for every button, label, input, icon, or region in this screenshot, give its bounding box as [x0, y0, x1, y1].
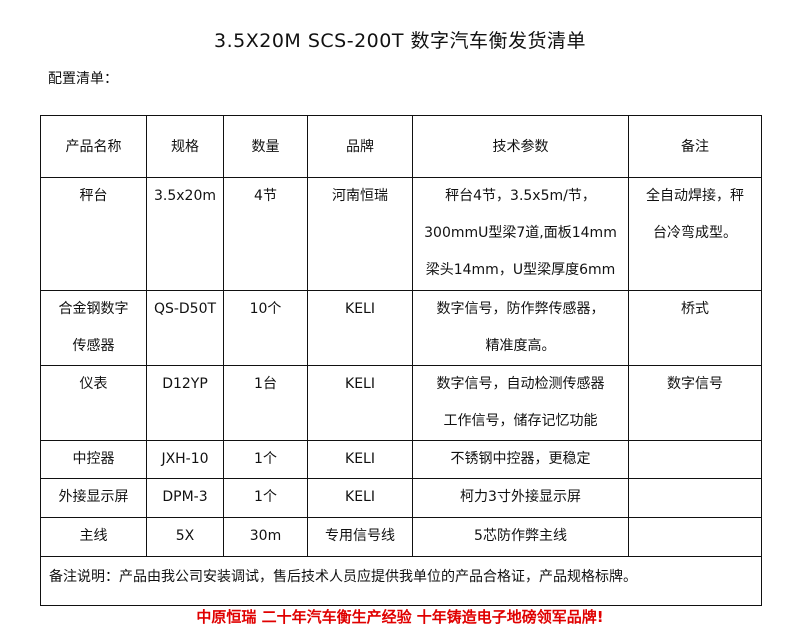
spec-cell: 3.5x20m	[146, 177, 224, 291]
brand-cell: 专用信号线	[307, 517, 413, 557]
header-cell: 品牌	[307, 115, 413, 178]
tech-params-cell-line: 数字信号，防作弊传感器，	[436, 301, 605, 317]
remark-cell: 数字信号	[628, 365, 762, 441]
quantity-cell: 10个	[223, 290, 308, 366]
brand-cell: KELI	[307, 440, 413, 479]
page-title: 3.5X20M SCS-200T 数字汽车衡发货清单	[214, 30, 586, 52]
header-cell: 产品名称	[40, 115, 147, 178]
remark-cell-line: 桥式	[681, 301, 709, 317]
tech-params-cell: 数字信号，自动检测传感器 工作信号，储存记忆功能	[412, 365, 629, 441]
product-name-cell-line: 中控器	[72, 451, 115, 467]
remark-cell	[628, 440, 762, 479]
header-cell: 技术参数	[412, 115, 629, 178]
product-name-cell-line: 传感器	[72, 338, 115, 354]
tech-params-cell: 秤台4节，3.5x5m/节， 300mmU型梁7道,面板14mm 梁头14mm，U型…	[412, 177, 629, 291]
tech-params-cell-line: 5芯防作弊主线	[474, 528, 567, 544]
shipping-list-table: 产品名称 规格 数量 品牌 技术参数 备注 秤台 3.5x20m 4节 河南恒瑞 秤台4…	[40, 115, 762, 606]
tech-params-cell: 不锈钢中控器，更稳定	[412, 440, 629, 479]
quantity-cell: 1个	[223, 440, 308, 479]
header-cell: 备注	[628, 115, 762, 178]
note-cell: 备注说明：产品由我公司安装调试，售后技术人员应提供我单位的产品合格证，产品规格标…	[40, 556, 762, 606]
brand-cell: KELI	[307, 478, 413, 518]
product-name-cell: 合金钢数字 传感器	[40, 290, 147, 366]
table-row: 仪表 D12YP 1台 KELI 数字信号，自动检测传感器 工作信号，储存记忆功能 数字信号	[40, 365, 762, 441]
quantity-cell: 1台	[223, 365, 308, 441]
product-name-cell-line: 合金钢数字	[58, 301, 129, 317]
tech-params-cell: 5芯防作弊主线	[412, 517, 629, 557]
tech-params-cell-line: 秤台4节，3.5x5m/节，	[445, 188, 596, 204]
table-row: 主线 5X 30m 专用信号线 5芯防作弊主线	[40, 517, 762, 557]
slogan: 中原恒瑞 二十年汽车衡生产经验 十年铸造电子地磅领军品牌!	[196, 608, 604, 626]
product-name-cell: 外接显示屏	[40, 478, 147, 518]
spec-cell: JXH-10	[146, 440, 224, 479]
tech-params-cell: 数字信号，防作弊传感器， 精准度高。	[412, 290, 629, 366]
product-name-cell-line: 外接显示屏	[58, 489, 129, 505]
product-name-cell: 秤台	[40, 177, 147, 291]
config-list-label: 配置清单：	[48, 71, 118, 87]
tech-params-cell-line: 梁头14mm，U型梁厚度6mm	[425, 262, 616, 278]
header-cell: 规格	[146, 115, 224, 178]
product-name-cell: 仪表	[40, 365, 147, 441]
tech-params-cell-line: 精准度高。	[485, 338, 556, 354]
table-row: 合金钢数字 传感器 QS-D50T 10个 KELI 数字信号，防作弊传感器， 精准度高。桥…	[40, 290, 762, 366]
brand-cell: KELI	[307, 365, 413, 441]
brand-cell: KELI	[307, 290, 413, 366]
table-row: 中控器 JXH-10 1个 KELI 不锈钢中控器，更稳定	[40, 440, 762, 479]
remark-cell-line: 台冷弯成型。	[653, 225, 737, 241]
tech-params-cell-line: 不锈钢中控器，更稳定	[450, 451, 591, 467]
product-name-cell: 中控器	[40, 440, 147, 479]
remark-cell-line: 数字信号	[667, 376, 723, 392]
remark-cell: 全自动焊接，秤 台冷弯成型。	[628, 177, 762, 291]
spec-cell: 5X	[146, 517, 224, 557]
spec-cell: DPM-3	[146, 478, 224, 518]
remark-cell	[628, 517, 762, 557]
quantity-cell: 1个	[223, 478, 308, 518]
remark-cell	[628, 478, 762, 518]
tech-params-cell: 柯力3寸外接显示屏	[412, 478, 629, 518]
product-name-cell: 主线	[40, 517, 147, 557]
product-name-cell-line: 仪表	[79, 376, 108, 392]
table-header-row: 产品名称 规格 数量 品牌 技术参数 备注	[40, 115, 762, 178]
header-cell: 数量	[223, 115, 308, 178]
remark-cell: 桥式	[628, 290, 762, 366]
tech-params-cell-line: 数字信号，自动检测传感器	[436, 376, 605, 392]
product-name-cell-line: 主线	[79, 528, 108, 544]
quantity-cell: 4节	[223, 177, 308, 291]
spec-cell: QS-D50T	[146, 290, 224, 366]
tech-params-cell-line: 柯力3寸外接显示屏	[460, 489, 581, 505]
tech-params-cell-line: 300mmU型梁7道,面板14mm	[424, 225, 617, 241]
product-name-cell-line: 秤台	[79, 188, 108, 204]
table-row: 秤台 3.5x20m 4节 河南恒瑞 秤台4节，3.5x5m/节， 300mmU型梁7道,…	[40, 177, 762, 291]
spec-cell: D12YP	[146, 365, 224, 441]
remark-cell-line: 全自动焊接，秤	[646, 188, 744, 204]
brand-cell: 河南恒瑞	[307, 177, 413, 291]
quantity-cell: 30m	[223, 517, 308, 557]
table-row: 外接显示屏 DPM-3 1个 KELI 柯力3寸外接显示屏	[40, 478, 762, 518]
tech-params-cell-line: 工作信号，储存记忆功能	[443, 413, 598, 429]
